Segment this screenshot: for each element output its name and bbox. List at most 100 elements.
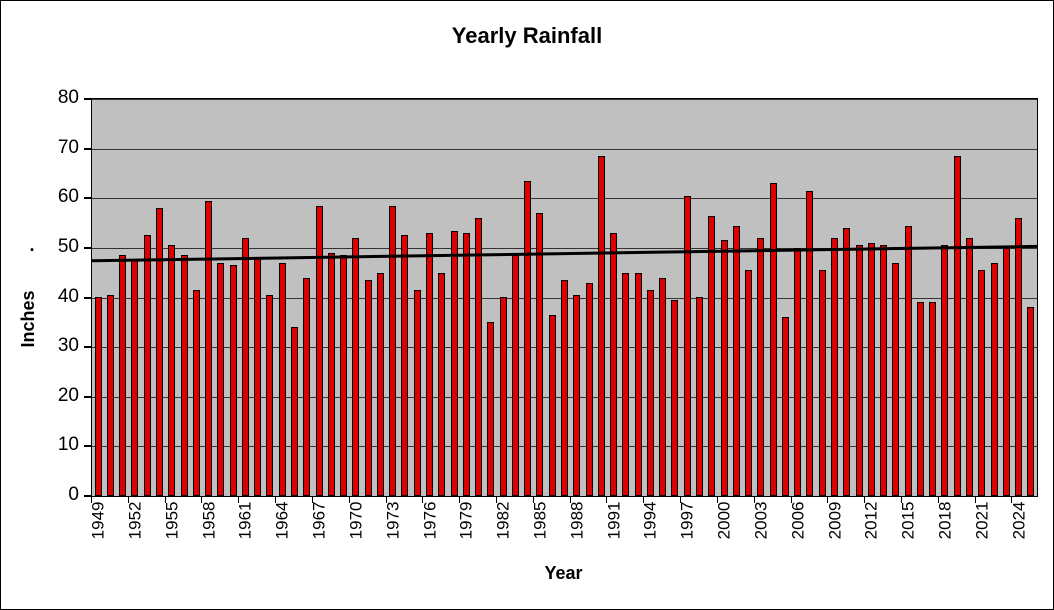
y-tick-mark xyxy=(84,346,91,348)
bar xyxy=(168,245,175,496)
x-tick-label: 2006 xyxy=(788,501,808,540)
x-tick-mark xyxy=(386,497,387,503)
x-tick-label: 2000 xyxy=(714,501,734,540)
y-tick-label: 70 xyxy=(57,137,79,158)
bar xyxy=(880,245,887,496)
y-tick-label: 20 xyxy=(57,385,79,406)
gridline xyxy=(92,248,1037,249)
x-tick-label: 1952 xyxy=(125,501,145,540)
bar xyxy=(598,156,605,496)
bar xyxy=(635,273,642,496)
x-tick-mark xyxy=(680,497,681,503)
x-tick-label: 1949 xyxy=(88,501,108,540)
x-tick-mark xyxy=(496,497,497,503)
bar xyxy=(95,297,102,496)
x-tick-label: 2018 xyxy=(935,501,955,540)
x-tick-label: 1985 xyxy=(530,501,550,540)
bar xyxy=(561,280,568,496)
x-tick-label: 1955 xyxy=(162,501,182,540)
bar xyxy=(291,327,298,496)
bar xyxy=(991,263,998,496)
bar xyxy=(230,265,237,496)
bar xyxy=(438,273,445,496)
bar xyxy=(1027,307,1034,496)
x-tick-mark xyxy=(165,497,166,503)
bar xyxy=(340,255,347,496)
bar xyxy=(586,283,593,496)
x-tick-mark xyxy=(459,497,460,503)
bar xyxy=(978,270,985,496)
bar xyxy=(622,273,629,496)
x-tick-label: 2021 xyxy=(972,501,992,540)
x-tick-label: 1976 xyxy=(420,501,440,540)
x-tick-mark xyxy=(275,497,276,503)
bar xyxy=(905,226,912,496)
bar xyxy=(131,260,138,496)
x-tick-label: 1988 xyxy=(567,501,587,540)
gridline xyxy=(92,99,1037,100)
bar xyxy=(377,273,384,496)
bar xyxy=(696,297,703,496)
y-tick-mark xyxy=(84,396,91,398)
x-tick-label: 2012 xyxy=(861,501,881,540)
bar xyxy=(193,290,200,496)
y-tick-label: 40 xyxy=(57,286,79,307)
bar xyxy=(966,238,973,496)
bar xyxy=(463,233,470,496)
bar xyxy=(757,238,764,496)
bar xyxy=(721,240,728,496)
bar xyxy=(954,156,961,496)
x-tick-mark xyxy=(754,497,755,503)
x-tick-mark xyxy=(1011,497,1012,503)
bar xyxy=(266,295,273,496)
y-tick-label: 30 xyxy=(57,335,79,356)
bar xyxy=(647,290,654,496)
bar xyxy=(549,315,556,496)
bar xyxy=(156,208,163,496)
bar xyxy=(770,183,777,496)
bar xyxy=(573,295,580,496)
x-tick-mark xyxy=(312,497,313,503)
x-tick-label: 2009 xyxy=(825,501,845,540)
x-tick-mark xyxy=(570,497,571,503)
bar xyxy=(303,278,310,496)
bar xyxy=(242,238,249,496)
y-tick-label: 0 xyxy=(68,484,79,505)
y-axis-title-dot: . xyxy=(29,235,35,255)
bar xyxy=(941,245,948,496)
bar xyxy=(107,295,114,496)
x-tick-mark xyxy=(533,497,534,503)
bar xyxy=(426,233,433,496)
y-tick-mark xyxy=(84,297,91,299)
bar xyxy=(487,322,494,496)
bar xyxy=(745,270,752,496)
bar xyxy=(217,263,224,496)
x-tick-mark xyxy=(349,497,350,503)
x-tick-mark xyxy=(238,497,239,503)
bar xyxy=(659,278,666,496)
bar xyxy=(843,228,850,496)
bar xyxy=(782,317,789,496)
x-tick-label: 1970 xyxy=(346,501,366,540)
y-tick-mark xyxy=(84,247,91,249)
bar xyxy=(524,181,531,496)
x-tick-mark xyxy=(128,497,129,503)
bar xyxy=(352,238,359,496)
x-tick-mark xyxy=(938,497,939,503)
y-tick-label: 50 xyxy=(57,236,79,257)
x-tick-label: 2015 xyxy=(898,501,918,540)
bar xyxy=(181,255,188,496)
bar xyxy=(684,196,691,496)
bar xyxy=(365,280,372,496)
y-axis-title: Inches xyxy=(18,290,38,348)
y-tick-mark xyxy=(84,495,91,497)
bar xyxy=(794,248,801,496)
y-tick-mark xyxy=(84,197,91,199)
bar xyxy=(819,270,826,496)
bar xyxy=(917,302,924,496)
y-tick-mark xyxy=(84,445,91,447)
x-tick-mark xyxy=(827,497,828,503)
x-tick-mark xyxy=(91,497,92,503)
bar xyxy=(868,243,875,496)
